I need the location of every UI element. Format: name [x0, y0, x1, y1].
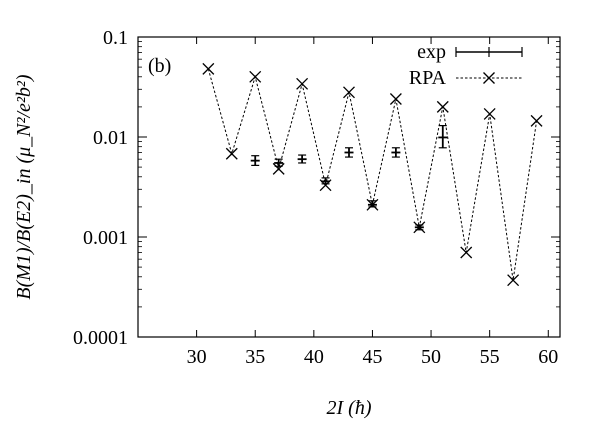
legend-label-rpa: RPA: [409, 67, 447, 89]
plot-frame: [137, 36, 561, 338]
y-tick-label: 0.1: [103, 27, 128, 49]
y-tick-label: 0.0001: [73, 327, 128, 349]
exp-point: [344, 147, 354, 158]
rpa-point: [225, 147, 238, 160]
x-axis-ticks: 30 35 40 45 50 55 60: [187, 37, 558, 368]
rpa-point: [436, 100, 449, 113]
exp-point: [297, 154, 307, 164]
panel-label: (b): [148, 55, 171, 77]
x-axis-title: 2I (ħ): [327, 397, 372, 419]
rpa-point: [507, 274, 520, 287]
x-tick-label: 30: [187, 346, 207, 368]
x-tick-label: 50: [421, 346, 441, 368]
exp-point: [274, 158, 284, 167]
legend-sample-rpa: [456, 72, 522, 84]
exp-point: [321, 177, 331, 185]
x-marker-stroke: [460, 246, 473, 259]
x-marker-stroke: [225, 147, 238, 160]
x-marker-stroke: [202, 62, 215, 75]
x-tick-label: 60: [538, 346, 558, 368]
x-marker-stroke: [249, 70, 262, 83]
y-axis-ticks: 0.0001 0.001 0.01 0.1: [73, 27, 560, 349]
x-marker-stroke: [272, 162, 285, 175]
legend-rpa-marker: [483, 72, 495, 84]
x-marker-stroke: [507, 274, 520, 287]
exp-point: [250, 155, 260, 166]
y-tick-label: 0.01: [93, 127, 128, 149]
legend-sample-exp: [455, 47, 523, 57]
x-marker-stroke: [343, 86, 355, 99]
series-rpa: [202, 62, 543, 287]
rpa-point: [389, 93, 402, 105]
rpa-point: [460, 246, 473, 259]
rpa-point: [272, 162, 285, 175]
y-axis-title: B(M1)/B(E2)_in (μ_N²/e²b²): [13, 74, 35, 300]
exp-point: [367, 200, 377, 208]
x-marker-stroke: [530, 114, 543, 127]
x-tick-label: 35: [245, 346, 265, 368]
legend-label-exp: exp: [417, 41, 446, 63]
series-exp: [250, 125, 448, 231]
rpa-point: [530, 114, 543, 127]
rpa-point: [343, 86, 355, 99]
rpa-point: [296, 77, 309, 90]
rpa-point: [483, 107, 496, 120]
exp-point: [391, 147, 401, 158]
x-tick-label: 40: [304, 346, 324, 368]
exp-point: [414, 224, 424, 231]
x-marker-stroke: [436, 100, 449, 113]
rpa-line: [207, 68, 538, 281]
x-marker-stroke: [483, 72, 495, 84]
x-marker-stroke: [296, 77, 309, 90]
exp-point: [438, 125, 448, 149]
rpa-point: [249, 70, 262, 83]
x-tick-label: 45: [362, 346, 382, 368]
rpa-point: [202, 62, 215, 75]
legend: exp RPA: [409, 41, 523, 89]
y-tick-label: 0.001: [83, 227, 128, 249]
x-marker-stroke: [389, 93, 402, 105]
x-marker-stroke: [483, 107, 496, 120]
x-tick-label: 55: [480, 346, 500, 368]
